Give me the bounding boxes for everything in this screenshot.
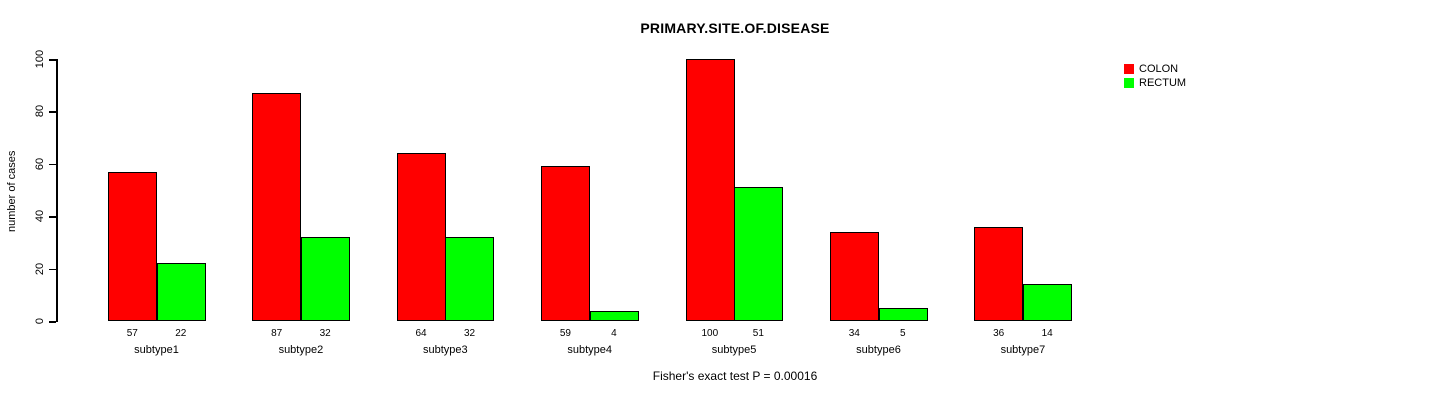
chart-title: PRIMARY.SITE.OF.DISEASE — [640, 20, 830, 36]
bar-colon-subtype3 — [396, 153, 446, 321]
legend: COLON RECTUM — [1124, 62, 1186, 90]
y-axis-tick-label: 20 — [34, 262, 46, 275]
legend-item-colon: COLON — [1124, 62, 1186, 76]
legend-item-rectum: RECTUM — [1124, 76, 1186, 90]
bar-value-label: 57 — [126, 328, 138, 339]
bar-rectum-subtype7 — [1022, 284, 1072, 321]
y-axis-line — [56, 59, 58, 322]
category-label: subtype4 — [567, 344, 613, 356]
y-axis-tick-label: 0 — [34, 317, 46, 325]
bar-value-label: 32 — [319, 328, 331, 339]
bar-value-label: 100 — [701, 328, 719, 339]
y-axis-tick-label: 100 — [34, 49, 46, 69]
y-axis-tick-label: 80 — [34, 105, 46, 118]
category-label: subtype2 — [278, 344, 324, 356]
bar-colon-subtype7 — [974, 226, 1024, 321]
annotation-text: Fisher's exact test P = 0.00016 — [652, 369, 818, 383]
y-axis-tick — [49, 216, 56, 218]
category-label: subtype7 — [1000, 344, 1046, 356]
category-label: subtype3 — [422, 344, 468, 356]
legend-label: RECTUM — [1139, 77, 1187, 89]
bar-colon-subtype5 — [685, 59, 735, 321]
bar-value-label: 5 — [899, 328, 906, 339]
bar-value-label: 36 — [993, 328, 1005, 339]
bar-value-label: 59 — [559, 328, 571, 339]
bar-rectum-subtype5 — [734, 187, 784, 321]
bar-rectum-subtype6 — [878, 307, 928, 321]
y-axis-tick-label: 60 — [34, 157, 46, 170]
legend-swatch-icon — [1124, 64, 1134, 74]
y-axis-tick — [49, 111, 56, 113]
category-label: subtype6 — [856, 344, 901, 356]
bar-rectum-subtype1 — [156, 263, 206, 321]
bar-value-label: 64 — [415, 328, 427, 339]
bar-value-label: 34 — [848, 328, 860, 339]
bar-rectum-subtype3 — [445, 237, 495, 321]
y-axis-tick — [49, 268, 56, 271]
bar-rectum-subtype4 — [589, 310, 639, 321]
bar-value-label: 32 — [463, 328, 476, 339]
bar-value-label: 87 — [271, 328, 283, 339]
bar-value-label: 51 — [752, 328, 764, 339]
y-axis-tick — [49, 321, 56, 323]
category-label: subtype1 — [134, 344, 179, 356]
legend-swatch-icon — [1124, 78, 1134, 88]
bar-rectum-subtype2 — [300, 237, 350, 321]
y-axis-tick — [49, 163, 56, 166]
legend-label: COLON — [1139, 63, 1179, 75]
bar-value-label: 22 — [175, 328, 187, 339]
bar-colon-subtype2 — [252, 93, 302, 321]
bar-colon-subtype1 — [108, 171, 157, 321]
bar-value-label: 4 — [611, 328, 617, 339]
bar-colon-subtype4 — [541, 166, 591, 321]
y-axis-tick — [49, 59, 56, 61]
bar-value-label: 14 — [1041, 328, 1053, 339]
y-axis-tick-label: 40 — [34, 210, 46, 223]
bar-colon-subtype6 — [830, 231, 879, 321]
category-label: subtype5 — [711, 344, 757, 356]
